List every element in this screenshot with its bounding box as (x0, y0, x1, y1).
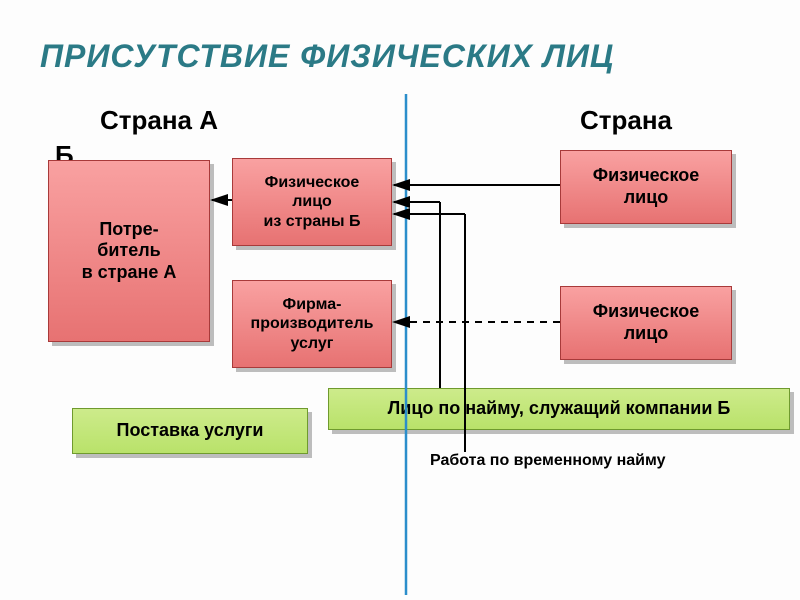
node-firm: Фирма- производитель услуг (232, 280, 392, 368)
node-person-from-b-label: Физическое лицо из страны Б (258, 169, 367, 235)
node-person-top: Физическое лицо (560, 150, 732, 224)
node-person-bottom-label: Физическое лицо (587, 297, 705, 348)
page-title: ПРИСУТСТВИЕ ФИЗИЧЕСКИХ ЛИЦ (40, 38, 614, 75)
country-a-label: Страна А (100, 105, 218, 136)
country-b-label: Страна (580, 105, 672, 136)
node-hired: Лицо по найму, служащий компании Б (328, 388, 790, 430)
label-temp-work: Работа по временному найму (430, 452, 666, 470)
node-firm-label: Фирма- производитель услуг (245, 291, 380, 357)
node-person-bottom: Физическое лицо (560, 286, 732, 360)
node-consumer-label: Потре- битель в стране А (76, 215, 183, 288)
node-delivery-label: Поставка услуги (111, 416, 270, 446)
node-consumer: Потре- битель в стране А (48, 160, 210, 342)
node-hired-label: Лицо по найму, служащий компании Б (382, 394, 737, 424)
node-delivery: Поставка услуги (72, 408, 308, 454)
node-person-from-b: Физическое лицо из страны Б (232, 158, 392, 246)
node-person-top-label: Физическое лицо (587, 161, 705, 212)
